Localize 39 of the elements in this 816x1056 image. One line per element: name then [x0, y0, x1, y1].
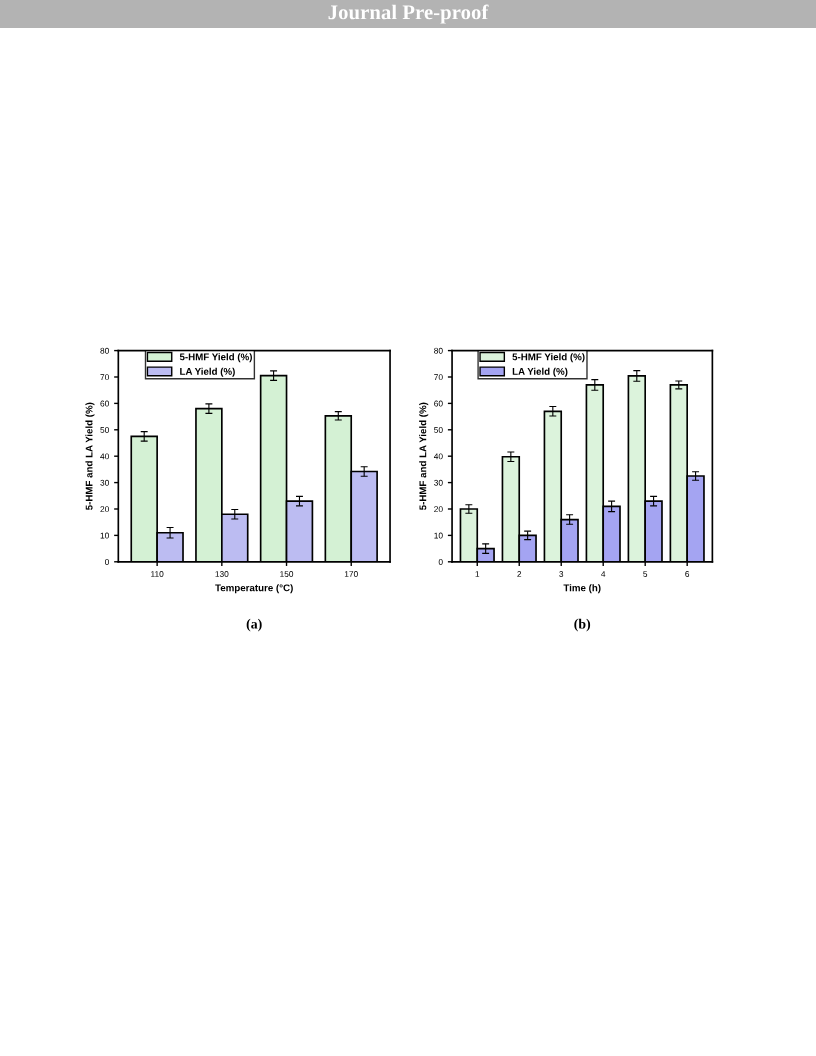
y-tick-label: 70	[100, 374, 109, 381]
x-axis-title: Time (h)	[563, 584, 601, 594]
x-tick-label: 170	[344, 571, 358, 577]
text: (b)	[574, 618, 591, 632]
legend-label: LA Yield (%)	[512, 367, 568, 377]
y-axis-title: 5-HMF and LA Yield (%)	[85, 402, 95, 510]
x-tick-label: 5	[643, 571, 648, 577]
y-tick-label: 10	[100, 532, 109, 539]
x-tick-label: 1	[475, 571, 480, 577]
x-tick-label: 2	[517, 571, 522, 577]
x-axis-title: Temperature (°C)	[215, 584, 293, 594]
y-tick-label: 70	[434, 374, 443, 381]
y-tick-label: 30	[100, 479, 109, 486]
legend-label: 5-HMF Yield (%)	[512, 353, 585, 363]
y-tick-label: 40	[433, 453, 443, 460]
x-tick-label: 6	[685, 571, 690, 577]
y-axis-title: 5-HMF and LA Yield (%)	[419, 402, 429, 510]
x-tick-label: 110	[151, 571, 164, 577]
y-tick-label: 40	[100, 453, 109, 460]
y-tick-label: 0	[438, 558, 443, 565]
legend-label: 5-HMF Yield (%)	[179, 353, 252, 363]
x-tick-label: 130	[215, 571, 229, 577]
x-tick-label: 3	[559, 571, 564, 577]
y-tick-label: 80	[434, 347, 443, 354]
legend-label: LA Yield (%)	[180, 367, 235, 377]
y-tick-label: 30	[434, 479, 443, 486]
y-tick-label: 50	[434, 426, 443, 433]
y-tick-label: 20	[100, 506, 109, 513]
y-tick-label: 60	[100, 400, 109, 407]
y-tick-label: 50	[100, 426, 109, 433]
y-tick-label: 10	[434, 532, 443, 539]
x-tick-label: 4	[601, 571, 606, 577]
y-tick-label: 80	[100, 347, 109, 354]
x-tick-label: 150	[280, 571, 294, 577]
text: (a)	[246, 618, 262, 632]
y-tick-label: 20	[434, 506, 443, 513]
y-tick-label: 0	[104, 558, 109, 565]
y-tick-label: 60	[434, 400, 443, 407]
text: Journal Pre-proof	[328, 4, 489, 24]
